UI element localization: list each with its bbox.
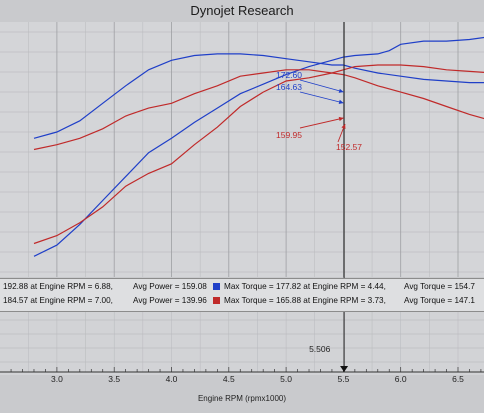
x-tick-label: 6.5	[452, 374, 464, 384]
cursor-value-label: 5.506	[309, 344, 331, 354]
cursor-readout-3: 159.95	[276, 130, 302, 140]
avg-power-2: Avg Power = 139.96	[133, 296, 207, 305]
chart-series	[33, 36, 484, 257]
series-line-1	[33, 36, 484, 257]
x-tick-label: 4.5	[222, 374, 235, 384]
readout-arrow-head	[341, 124, 346, 129]
series-line-3	[33, 64, 484, 245]
series-swatch-2	[213, 297, 220, 304]
readout-arrow-head	[338, 88, 344, 93]
max-power-1: 192.88 at Engine RPM = 6.88,	[3, 282, 113, 291]
max-torque-1: Max Torque = 177.82 at Engine RPM = 4.44…	[224, 282, 386, 291]
cursor-readout-2: 164.63	[276, 82, 302, 92]
cursor-readouts: 172.60 164.63 159.95 152.57	[276, 70, 362, 152]
x-tick-label: 5.5	[337, 374, 350, 384]
readout-arrow-head	[338, 116, 344, 122]
x-tick-label: 3.5	[108, 374, 121, 384]
x-tick-label: 3.0	[50, 374, 63, 384]
plot-background	[0, 22, 484, 277]
x-axis-label: Engine RPM (rpmx1000)	[197, 394, 287, 403]
x-tick-label: 4.0	[165, 374, 178, 384]
x-tick-label: 5.0	[280, 374, 293, 384]
readout-arrow-line	[299, 117, 344, 129]
series-line-2	[33, 53, 484, 139]
lower-plot-background	[0, 311, 484, 375]
cursor-line	[340, 22, 349, 372]
cursor-readout-1: 172.60	[276, 70, 302, 80]
x-tick-label: 6.0	[394, 374, 407, 384]
bottom-axis-grid	[0, 311, 484, 413]
max-power-2: 184.57 at Engine RPM = 7.00,	[3, 296, 113, 305]
avg-power-1: Avg Power = 159.08	[133, 282, 207, 291]
readout-arrow-line	[299, 79, 344, 93]
chart-title: Dynojet Research	[190, 3, 294, 18]
axis-label-area	[0, 385, 484, 413]
avg-torque-2: Avg Torque = 147.1	[404, 296, 475, 305]
summary-panel: 192.88 at Engine RPM = 6.88, Avg Power =…	[0, 278, 484, 312]
avg-torque-1: Avg Torque = 154.7	[404, 282, 475, 291]
chart-grid	[0, 22, 484, 277]
cursor-readout-4: 152.57	[336, 142, 362, 152]
readout-arrow-line	[299, 91, 344, 104]
series-line-4	[33, 69, 484, 151]
cursor-marker	[340, 366, 349, 372]
readout-arrow-head	[338, 99, 344, 105]
max-torque-2: Max Torque = 165.88 at Engine RPM = 3.73…	[224, 296, 386, 305]
series-swatch-1	[213, 283, 220, 290]
